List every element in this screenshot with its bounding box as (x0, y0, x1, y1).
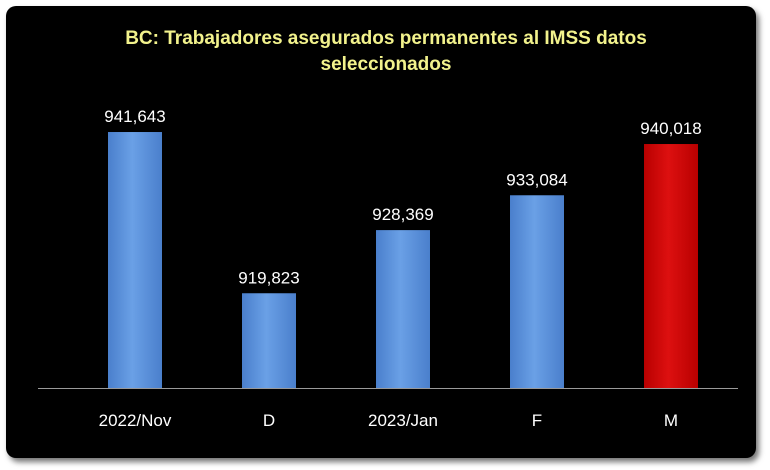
data-label: 928,369 (372, 205, 433, 224)
x-tick-label: M (664, 411, 678, 430)
bar-2022-nov (108, 132, 162, 388)
chart-frame: BC: Trabajadores asegurados permanentes … (6, 6, 756, 458)
bar-d (242, 293, 296, 388)
data-label: 933,084 (506, 170, 567, 189)
data-label: 940,018 (640, 119, 701, 138)
x-tick-label: 2023/Jan (368, 411, 438, 430)
x-tick-label: D (263, 411, 275, 430)
bar-chart: 941,643 919,823 928,369 933,084 940,018 2022… (38, 107, 738, 430)
data-labels-group: 941,643 919,823 928,369 933,084 940,018 (104, 107, 701, 287)
chart-title: BC: Trabajadores asegurados permanentes … (125, 28, 647, 75)
x-tick-label: 2022/Nov (99, 411, 172, 430)
data-label: 941,643 (104, 107, 165, 126)
bars-group (108, 132, 698, 388)
data-label: 919,823 (238, 268, 299, 287)
bar-m (644, 144, 698, 388)
bar-2023-jan (376, 230, 430, 388)
x-tick-labels-group: 2022/Nov D 2023/Jan F M (99, 411, 678, 430)
bar-f (510, 195, 564, 388)
x-tick-label: F (532, 411, 542, 430)
